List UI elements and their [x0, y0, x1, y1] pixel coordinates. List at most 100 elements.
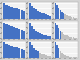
- Bar: [64, 14, 66, 19]
- Bar: [58, 8, 59, 19]
- Bar: [13, 27, 15, 39]
- Bar: [3, 42, 5, 58]
- Bar: [76, 57, 77, 58]
- Bar: [55, 23, 56, 39]
- Bar: [20, 10, 23, 19]
- Bar: [66, 35, 68, 39]
- Bar: [56, 25, 58, 39]
- Bar: [76, 18, 77, 19]
- Bar: [15, 8, 18, 19]
- Bar: [50, 56, 51, 58]
- Bar: [41, 13, 43, 19]
- Bar: [68, 16, 69, 19]
- Bar: [50, 16, 51, 19]
- Bar: [18, 29, 20, 39]
- Bar: [41, 54, 43, 58]
- Bar: [15, 47, 18, 58]
- Bar: [76, 38, 77, 39]
- Bar: [60, 31, 61, 39]
- Bar: [8, 6, 10, 19]
- Bar: [61, 53, 63, 58]
- Bar: [58, 28, 59, 39]
- Bar: [69, 57, 71, 58]
- Bar: [55, 42, 56, 58]
- Bar: [37, 51, 39, 58]
- Bar: [35, 50, 37, 58]
- Bar: [69, 37, 71, 39]
- Bar: [45, 35, 47, 39]
- Bar: [18, 48, 20, 58]
- Bar: [23, 11, 25, 19]
- Bar: [3, 3, 5, 19]
- Bar: [56, 45, 58, 58]
- Bar: [39, 33, 41, 39]
- Bar: [10, 46, 13, 58]
- Bar: [35, 31, 37, 39]
- Bar: [13, 8, 15, 19]
- Bar: [61, 32, 63, 39]
- Bar: [37, 32, 39, 39]
- Bar: [39, 12, 41, 19]
- Bar: [71, 57, 72, 58]
- Bar: [69, 16, 71, 19]
- Bar: [47, 56, 49, 58]
- Bar: [29, 3, 30, 19]
- Bar: [68, 56, 69, 58]
- Bar: [74, 18, 76, 19]
- Bar: [50, 36, 51, 39]
- Bar: [23, 50, 25, 58]
- Bar: [31, 6, 33, 19]
- Bar: [63, 13, 64, 19]
- Bar: [73, 17, 74, 19]
- Bar: [5, 4, 8, 19]
- Bar: [47, 15, 49, 19]
- Bar: [61, 12, 63, 19]
- Bar: [23, 31, 25, 39]
- Bar: [37, 11, 39, 19]
- Bar: [8, 25, 10, 39]
- Bar: [33, 8, 35, 19]
- Bar: [56, 5, 58, 19]
- Bar: [45, 55, 47, 58]
- Bar: [66, 56, 68, 58]
- Bar: [43, 54, 45, 58]
- Bar: [35, 9, 37, 19]
- Bar: [74, 38, 76, 39]
- Bar: [74, 57, 76, 58]
- Bar: [13, 47, 15, 58]
- Bar: [45, 14, 47, 19]
- Bar: [5, 44, 8, 58]
- Bar: [41, 34, 43, 39]
- Bar: [31, 26, 33, 39]
- Bar: [29, 42, 30, 58]
- Bar: [68, 36, 69, 39]
- Bar: [43, 35, 45, 39]
- Bar: [63, 34, 64, 39]
- Bar: [20, 49, 23, 58]
- Bar: [64, 55, 66, 58]
- Bar: [5, 24, 8, 39]
- Bar: [55, 3, 56, 19]
- Bar: [31, 45, 33, 58]
- Bar: [10, 26, 13, 39]
- Bar: [73, 37, 74, 39]
- Bar: [15, 28, 18, 39]
- Bar: [20, 30, 23, 39]
- Bar: [18, 9, 20, 19]
- Bar: [47, 36, 49, 39]
- Bar: [10, 7, 13, 19]
- Bar: [64, 35, 66, 39]
- Bar: [71, 17, 72, 19]
- Bar: [60, 10, 61, 19]
- Bar: [33, 48, 35, 58]
- Bar: [3, 23, 5, 39]
- Bar: [29, 23, 30, 39]
- Bar: [63, 54, 64, 58]
- Bar: [43, 14, 45, 19]
- Bar: [8, 45, 10, 58]
- Bar: [66, 15, 68, 19]
- Bar: [71, 37, 72, 39]
- Bar: [60, 51, 61, 58]
- Bar: [73, 57, 74, 58]
- Bar: [39, 53, 41, 58]
